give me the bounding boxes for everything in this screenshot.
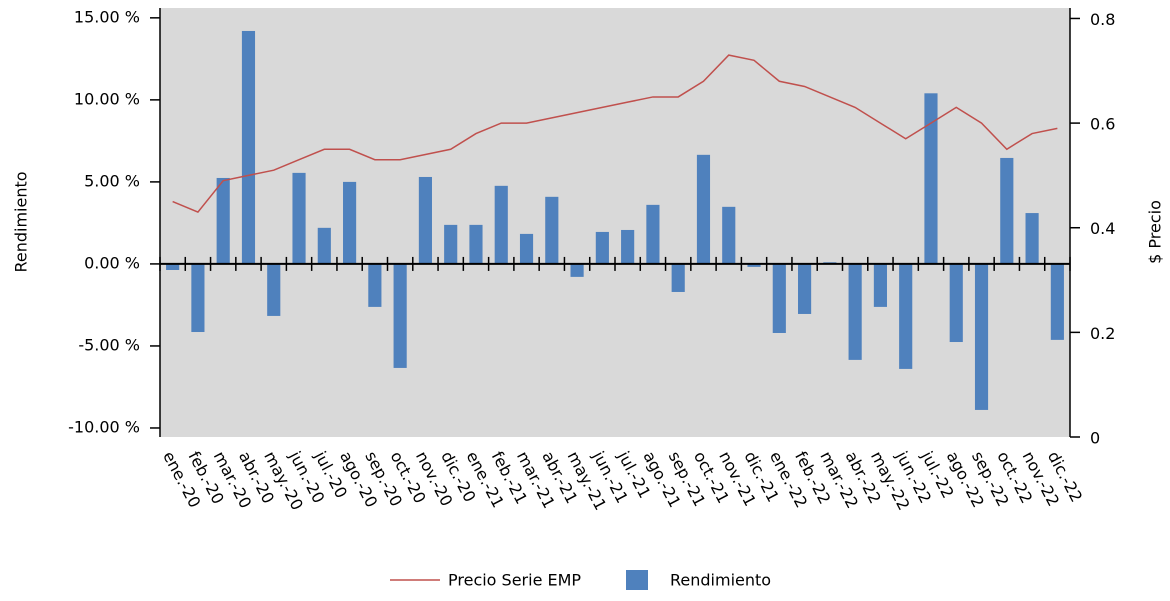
bar: [772, 263, 786, 333]
bar: [393, 263, 407, 368]
y2-tick-label: 0.8: [1090, 10, 1115, 29]
bar: [418, 176, 432, 264]
y-tick-label: 0.00 %: [84, 253, 140, 272]
y2-axis-label: $ Precio: [1146, 200, 1165, 264]
legend-swatch: [626, 570, 648, 590]
bar: [166, 263, 180, 270]
bar: [722, 206, 736, 264]
bar: [899, 263, 913, 369]
bar: [621, 229, 635, 264]
bar: [519, 233, 534, 264]
y-axis-label: Rendimiento: [12, 171, 31, 272]
bar: [1000, 157, 1014, 264]
price-line: [172, 54, 1058, 213]
bar: [494, 185, 508, 264]
bar: [570, 263, 584, 277]
bar: [343, 181, 357, 264]
bar: [873, 263, 887, 307]
y-tick-label: 10.00 %: [74, 89, 140, 108]
bar: [1025, 213, 1039, 264]
bar: [216, 177, 230, 264]
y2-tick-label: 0.2: [1090, 324, 1115, 343]
bar: [747, 263, 761, 267]
bar: [924, 93, 938, 264]
y-tick-label: 15.00 %: [74, 7, 140, 26]
bar: [444, 224, 458, 264]
bar: [267, 263, 281, 316]
y-tick-label: 5.00 %: [84, 171, 140, 190]
legend-label: Precio Serie EMP: [448, 571, 581, 590]
bar: [646, 204, 660, 264]
bar: [696, 154, 711, 264]
bar: [949, 263, 963, 343]
y-tick-label: -10.00 %: [68, 417, 140, 436]
bar: [848, 263, 862, 360]
bar: [798, 263, 812, 314]
bar: [671, 263, 685, 292]
bar: [595, 231, 609, 264]
bar: [241, 30, 256, 264]
y-tick-label: -5.00 %: [78, 335, 140, 354]
bar: [292, 172, 306, 264]
bar: [545, 196, 559, 264]
bar: [974, 263, 989, 410]
y2-tick-label: 0.4: [1090, 219, 1115, 238]
bar: [317, 227, 331, 264]
y2-tick-label: 0.6: [1090, 115, 1115, 134]
y2-tick-label: 0: [1090, 429, 1100, 448]
bar: [191, 263, 205, 333]
bar: [1050, 263, 1064, 340]
bar: [368, 263, 382, 307]
bar: [469, 224, 483, 264]
plot-area: [160, 8, 1070, 437]
legend-label: Rendimiento: [670, 571, 771, 590]
